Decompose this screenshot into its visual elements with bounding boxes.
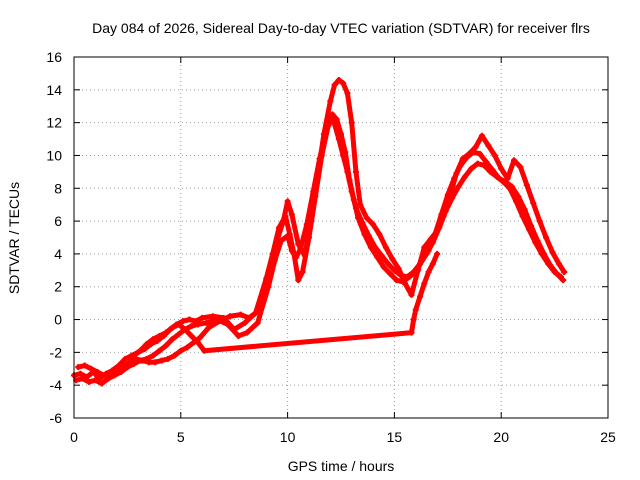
data-trace-segment — [274, 218, 286, 244]
x-tick-label: 20 — [493, 429, 509, 445]
data-trace-segment — [530, 200, 543, 224]
x-tick-label: 10 — [280, 429, 296, 445]
data-trace-segment — [344, 169, 355, 195]
data-trace-segment — [453, 156, 466, 177]
data-trace-segment — [513, 198, 526, 219]
y-tick-label: 10 — [46, 147, 62, 163]
plot-frame — [73, 56, 609, 419]
grid — [74, 57, 608, 418]
series-track-4 — [130, 250, 441, 359]
y-tick-label: 0 — [54, 312, 62, 328]
y-tick-label: 4 — [54, 246, 62, 262]
y-tick-label: -2 — [50, 344, 63, 360]
data-trace-segment — [434, 213, 447, 234]
x-tick-label: 25 — [600, 429, 616, 445]
data-trace-segment — [268, 238, 280, 273]
data-trace-segment — [441, 193, 453, 219]
data-trace-segment — [201, 330, 414, 354]
y-tick-label: -4 — [50, 377, 63, 393]
data-point — [558, 273, 565, 280]
data-trace-segment — [447, 171, 459, 199]
data-trace-segment — [302, 218, 314, 259]
data-trace-segment — [338, 131, 348, 155]
data-trace-segment — [308, 174, 321, 224]
series-track-3 — [75, 76, 568, 379]
data-trace-segment — [349, 120, 359, 175]
data-trace-segment — [438, 192, 451, 218]
chart-title: Day 084 of 2026, Sidereal Day-to-day VTE… — [92, 20, 590, 36]
data-point — [561, 268, 568, 275]
x-axis-label: GPS time / hours — [288, 458, 395, 474]
data-trace-segment — [315, 131, 327, 180]
x-tick-label: 0 — [70, 429, 78, 445]
data-trace-segment — [257, 267, 274, 313]
data-trace-segment — [225, 321, 241, 339]
data-trace-segment — [415, 244, 427, 273]
data-trace-segment — [353, 169, 363, 208]
data-trace-segment — [505, 157, 517, 181]
y-tick-label: 6 — [54, 213, 62, 229]
y-axis-label: SDTVAR / TECUs — [6, 182, 22, 294]
data-trace-segment — [321, 98, 333, 137]
y-tick-label: 14 — [46, 82, 62, 98]
data-trace-segment — [344, 90, 355, 126]
y-tick-label: 8 — [54, 180, 62, 196]
data-trace-segment — [517, 164, 530, 188]
data-trace-segment — [522, 207, 534, 229]
data-trace-segment — [353, 205, 365, 226]
data-trace-segment — [528, 223, 541, 244]
x-tick-label: 15 — [387, 429, 403, 445]
y-tick-label: 16 — [46, 49, 62, 65]
data-point — [434, 250, 441, 257]
y-tick-label: 2 — [54, 279, 62, 295]
data-points — [71, 76, 568, 387]
data-trace-segment — [289, 212, 301, 247]
data-trace-segment — [537, 218, 549, 240]
y-tick-label: -6 — [50, 410, 63, 426]
data-trace-segment — [524, 182, 536, 206]
x-tick-label: 5 — [177, 429, 185, 445]
data-trace-segment — [396, 266, 408, 286]
y-tick-label: 12 — [46, 115, 62, 131]
data-trace-segment — [408, 267, 421, 298]
data-trace-segment — [543, 235, 555, 255]
